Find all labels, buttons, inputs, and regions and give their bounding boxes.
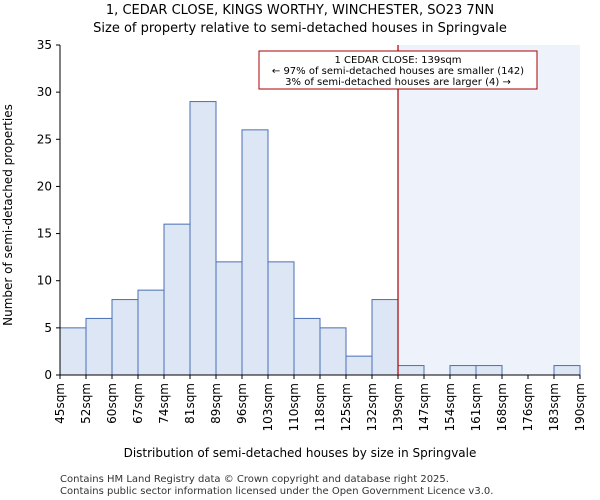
chart-title: 1, CEDAR CLOSE, KINGS WORTHY, WINCHESTER… — [106, 3, 494, 18]
x-tick-label: 52sqm — [79, 383, 93, 424]
annotation-box — [258, 50, 538, 90]
x-tick-label: 60sqm — [105, 383, 119, 424]
annotation-line-1: 1 CEDAR CLOSE: 139sqm — [334, 55, 461, 66]
histogram-bar-118sqm — [319, 327, 347, 376]
histogram-bar-132sqm — [371, 299, 399, 376]
x-tick-label: 96sqm — [235, 383, 249, 424]
x-tick-label: 45sqm — [53, 383, 67, 424]
x-axis-title: Distribution of semi-detached houses by … — [124, 446, 477, 460]
histogram-bar-183sqm — [553, 365, 581, 376]
histogram-bar-52sqm — [85, 317, 113, 376]
histogram-bar-139sqm — [397, 365, 425, 376]
x-tick-label: 125sqm — [339, 383, 353, 431]
histogram-bar-89sqm — [215, 261, 243, 376]
x-tick-label: 67sqm — [131, 383, 145, 424]
chart-subtitle: Size of property relative to semi-detach… — [93, 21, 507, 36]
x-tick-label: 139sqm — [391, 383, 405, 431]
y-tick-label: 20 — [37, 179, 52, 193]
x-tick-label: 168sqm — [495, 383, 509, 431]
x-tick-label: 103sqm — [261, 383, 275, 431]
histogram-bar-67sqm — [137, 289, 165, 376]
x-tick-label: 190sqm — [573, 383, 587, 431]
y-tick-label: 5 — [44, 321, 52, 335]
x-tick-label: 81sqm — [183, 383, 197, 424]
annotation-line-2: ← 97% of semi-detached houses are smalle… — [272, 66, 524, 77]
x-tick-label: 147sqm — [417, 383, 431, 431]
x-tick-label: 161sqm — [469, 383, 483, 431]
histogram-bar-60sqm — [111, 299, 139, 376]
histogram-bar-74sqm — [163, 223, 191, 376]
plot-area: 0 5 10 15 20 25 30 35 45sqm 52sqm 60sqm 67sqm 74sqm 8… — [37, 38, 587, 431]
histogram-bar-125sqm — [345, 355, 373, 376]
histogram-bar-81sqm — [189, 101, 217, 376]
y-tick-label: 0 — [44, 368, 52, 382]
histogram-bar-96sqm — [241, 129, 269, 376]
histogram-bar-45sqm — [59, 327, 87, 376]
histogram-bar-110sqm — [293, 317, 321, 376]
histogram-bar-103sqm — [267, 261, 295, 376]
x-tick-label: 154sqm — [443, 383, 457, 431]
y-tick-label: 30 — [37, 85, 52, 99]
x-tick-label: 176sqm — [521, 383, 535, 431]
x-tick-label: 110sqm — [287, 383, 301, 431]
x-tick-label: 118sqm — [313, 383, 327, 431]
x-tick-label: 89sqm — [209, 383, 223, 424]
annotation-line-3: 3% of semi-detached houses are larger (4… — [285, 77, 511, 88]
footer-copyright: Contains HM Land Registry data © Crown c… — [60, 474, 449, 485]
histogram-bar-154sqm — [449, 365, 477, 376]
y-axis-title: Number of semi-detached properties — [1, 104, 15, 326]
histogram-bar-161sqm — [475, 365, 503, 376]
y-tick-label: 15 — [37, 227, 52, 241]
footer-licence: Contains public sector information licen… — [60, 486, 493, 497]
x-tick-label: 132sqm — [365, 383, 379, 431]
y-tick-label: 10 — [37, 274, 52, 288]
x-tick-label: 183sqm — [547, 383, 561, 431]
x-tick-label: 74sqm — [157, 383, 171, 424]
highlight-region — [398, 45, 580, 375]
y-tick-label: 35 — [37, 38, 52, 52]
y-tick-label: 25 — [37, 132, 52, 146]
